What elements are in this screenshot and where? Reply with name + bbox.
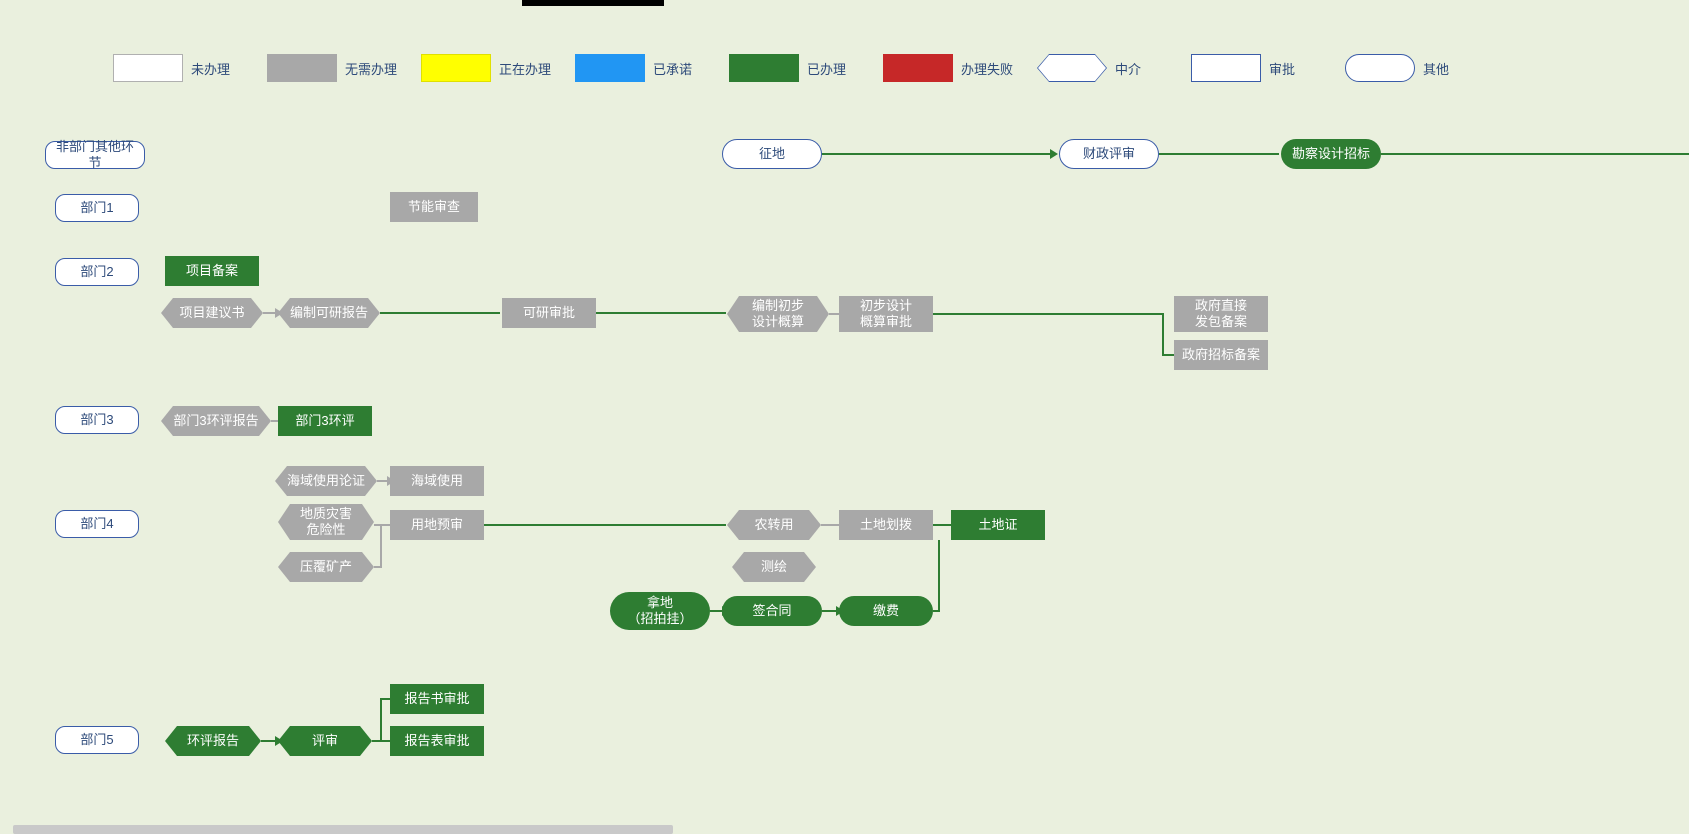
n-bgbsp[interactable]: 报告表审批 xyxy=(390,726,484,756)
connector-15 xyxy=(484,524,726,526)
n-cbsjgs[interactable]: 初步设计 概算审批 xyxy=(839,296,933,332)
n-bzcbsj[interactable]: 编制初步 设计概算 xyxy=(727,296,829,332)
connector-17 xyxy=(933,524,951,526)
n-bzkybg[interactable]: 编制可研报告 xyxy=(278,298,380,328)
n-qht[interactable]: 签合同 xyxy=(722,596,822,626)
legend-swatch-5 xyxy=(883,54,953,82)
connector-2 xyxy=(1381,153,1689,155)
row-other: 非部门其他环节 xyxy=(45,141,145,169)
n-zhengdi[interactable]: 征地 xyxy=(722,139,822,169)
legend-label-3: 已承诺 xyxy=(653,54,692,82)
connector-8 xyxy=(1162,313,1164,355)
n-nadi[interactable]: 拿地 （招拍挂） xyxy=(610,592,710,630)
n-kysp[interactable]: 可研审批 xyxy=(502,298,596,328)
connector-0 xyxy=(822,153,1052,155)
legend-label-5: 办理失败 xyxy=(961,54,1013,82)
connector-20 xyxy=(938,540,940,612)
n-ch[interactable]: 测绘 xyxy=(732,552,816,582)
legend-swatch-2 xyxy=(421,54,491,82)
legend-label-4: 已办理 xyxy=(807,54,846,82)
legend-label-2: 正在办理 xyxy=(499,54,551,82)
n-caizheng[interactable]: 财政评审 xyxy=(1059,139,1159,169)
n-xmba[interactable]: 项目备案 xyxy=(165,256,259,286)
legend-label-1: 无需办理 xyxy=(345,54,397,82)
n-ydys[interactable]: 用地预审 xyxy=(390,510,484,540)
n-zfzjfb[interactable]: 政府直接 发包备案 xyxy=(1174,296,1268,332)
connector-12 xyxy=(374,524,390,526)
legend-label-7: 审批 xyxy=(1269,54,1295,82)
legend-label-0: 未办理 xyxy=(191,54,230,82)
n-ps[interactable]: 评审 xyxy=(278,726,372,756)
n-tdz[interactable]: 土地证 xyxy=(951,510,1045,540)
connector-5 xyxy=(596,312,726,314)
connector-16 xyxy=(821,524,839,526)
n-bgssp[interactable]: 报告书审批 xyxy=(390,684,484,714)
connector-24 xyxy=(372,740,390,742)
row-d3: 部门3 xyxy=(55,406,139,434)
legend-swatch-7 xyxy=(1191,54,1261,82)
legend-swatch-4 xyxy=(729,54,799,82)
row-d5: 部门5 xyxy=(55,726,139,754)
n-b3hpbg[interactable]: 部门3环评报告 xyxy=(161,406,271,436)
n-kancha[interactable]: 勘察设计招标 xyxy=(1281,139,1381,169)
n-yfkc[interactable]: 压覆矿产 xyxy=(278,552,374,582)
connector-23 xyxy=(380,698,382,742)
connector-25 xyxy=(380,698,390,700)
top-bar-fragment xyxy=(522,0,664,6)
connector-1 xyxy=(1159,153,1279,155)
n-hpbg[interactable]: 环评报告 xyxy=(165,726,261,756)
n-nzy[interactable]: 农转用 xyxy=(727,510,821,540)
connector-21 xyxy=(933,610,940,612)
legend-swatch-3 xyxy=(575,54,645,82)
n-hysy[interactable]: 海域使用论证 xyxy=(275,466,377,496)
legend-swatch-1 xyxy=(267,54,337,82)
connector-13 xyxy=(380,524,382,567)
legend-label-8: 其他 xyxy=(1423,54,1449,82)
horizontal-scrollbar[interactable] xyxy=(13,825,673,834)
connector-9 xyxy=(1162,354,1174,356)
connector-6 xyxy=(829,313,839,315)
n-tdhb[interactable]: 土地划拨 xyxy=(839,510,933,540)
n-hysy2[interactable]: 海域使用 xyxy=(390,466,484,496)
n-b3hp[interactable]: 部门3环评 xyxy=(278,406,372,436)
connector-7 xyxy=(933,313,1163,315)
n-xmjys[interactable]: 项目建议书 xyxy=(161,298,263,328)
connector-arrow-0 xyxy=(1050,149,1058,159)
row-d2: 部门2 xyxy=(55,258,139,286)
n-jf[interactable]: 缴费 xyxy=(839,596,933,626)
legend-label-6: 中介 xyxy=(1115,54,1141,82)
row-d4: 部门4 xyxy=(55,510,139,538)
n-dzzh[interactable]: 地质灾害 危险性 xyxy=(278,504,374,540)
legend-swatch-0 xyxy=(113,54,183,82)
connector-14 xyxy=(374,566,382,568)
legend-swatch-8 xyxy=(1345,54,1415,82)
n-jieneng[interactable]: 节能审查 xyxy=(390,192,478,222)
n-zfzb[interactable]: 政府招标备案 xyxy=(1174,340,1268,370)
connector-4 xyxy=(380,312,500,314)
legend-swatch-6 xyxy=(1037,54,1107,82)
row-d1: 部门1 xyxy=(55,194,139,222)
